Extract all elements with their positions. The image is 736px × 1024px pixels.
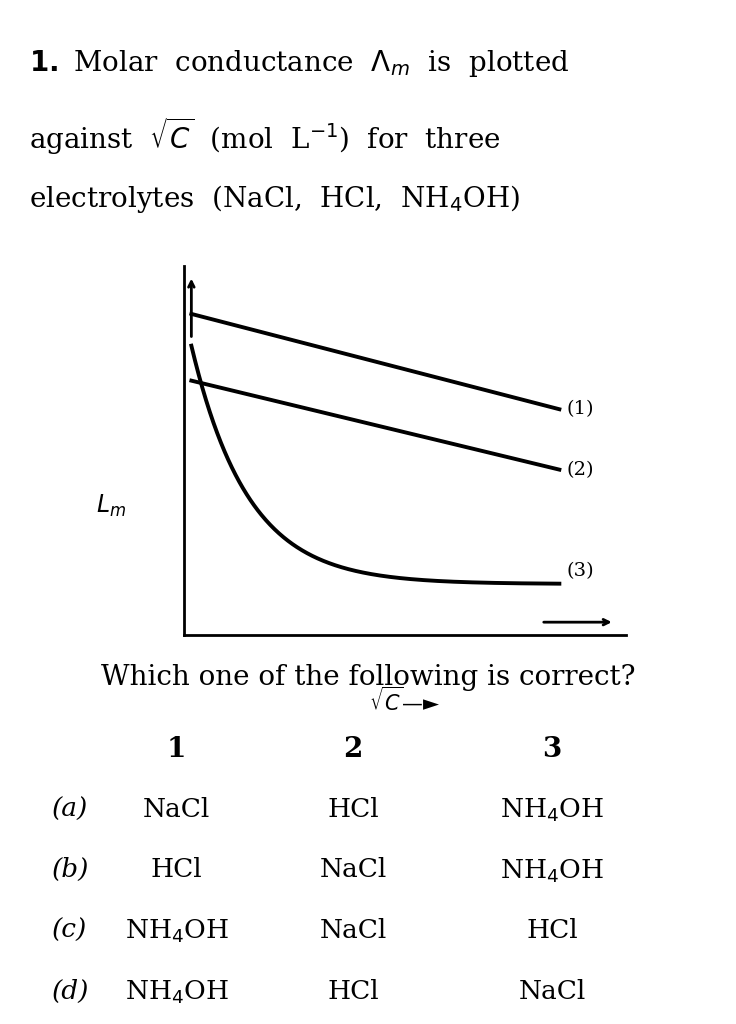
Text: (c): (c) — [52, 918, 87, 943]
Text: (1): (1) — [567, 400, 594, 418]
Text: 3: 3 — [542, 736, 562, 763]
Text: (3): (3) — [567, 562, 595, 580]
Text: HCl: HCl — [151, 857, 202, 883]
Text: electrolytes  (NaCl,  HCl,  NH$_4$OH): electrolytes (NaCl, HCl, NH$_4$OH) — [29, 182, 520, 215]
Text: NaCl: NaCl — [319, 857, 387, 883]
Text: (2): (2) — [567, 461, 594, 478]
Text: (d): (d) — [52, 979, 89, 1004]
Text: $L_m$: $L_m$ — [96, 493, 127, 519]
Text: HCl: HCl — [526, 918, 578, 943]
Text: NaCl: NaCl — [143, 797, 210, 821]
Text: HCl: HCl — [328, 979, 379, 1004]
Text: (a): (a) — [52, 797, 88, 821]
Text: Which one of the following is correct?: Which one of the following is correct? — [101, 665, 635, 691]
Text: $\mathbf{1.}$ Molar  conductance  $\Lambda_m$  is  plotted: $\mathbf{1.}$ Molar conductance $\Lambda… — [29, 47, 570, 79]
Text: NH$_4$OH: NH$_4$OH — [124, 979, 229, 1006]
Text: against  $\sqrt{C}$  (mol  L$^{-1}$)  for  three: against $\sqrt{C}$ (mol L$^{-1}$) for th… — [29, 115, 501, 157]
Text: NaCl: NaCl — [319, 918, 387, 943]
Text: $\sqrt{C}$—►: $\sqrt{C}$—► — [369, 686, 440, 715]
Text: HCl: HCl — [328, 797, 379, 821]
Text: (b): (b) — [52, 857, 89, 883]
Text: NH$_4$OH: NH$_4$OH — [500, 857, 604, 885]
Text: NH$_4$OH: NH$_4$OH — [124, 918, 229, 945]
Text: NH$_4$OH: NH$_4$OH — [500, 797, 604, 824]
Text: 1: 1 — [167, 736, 186, 763]
Text: NaCl: NaCl — [518, 979, 586, 1004]
Text: 2: 2 — [344, 736, 363, 763]
